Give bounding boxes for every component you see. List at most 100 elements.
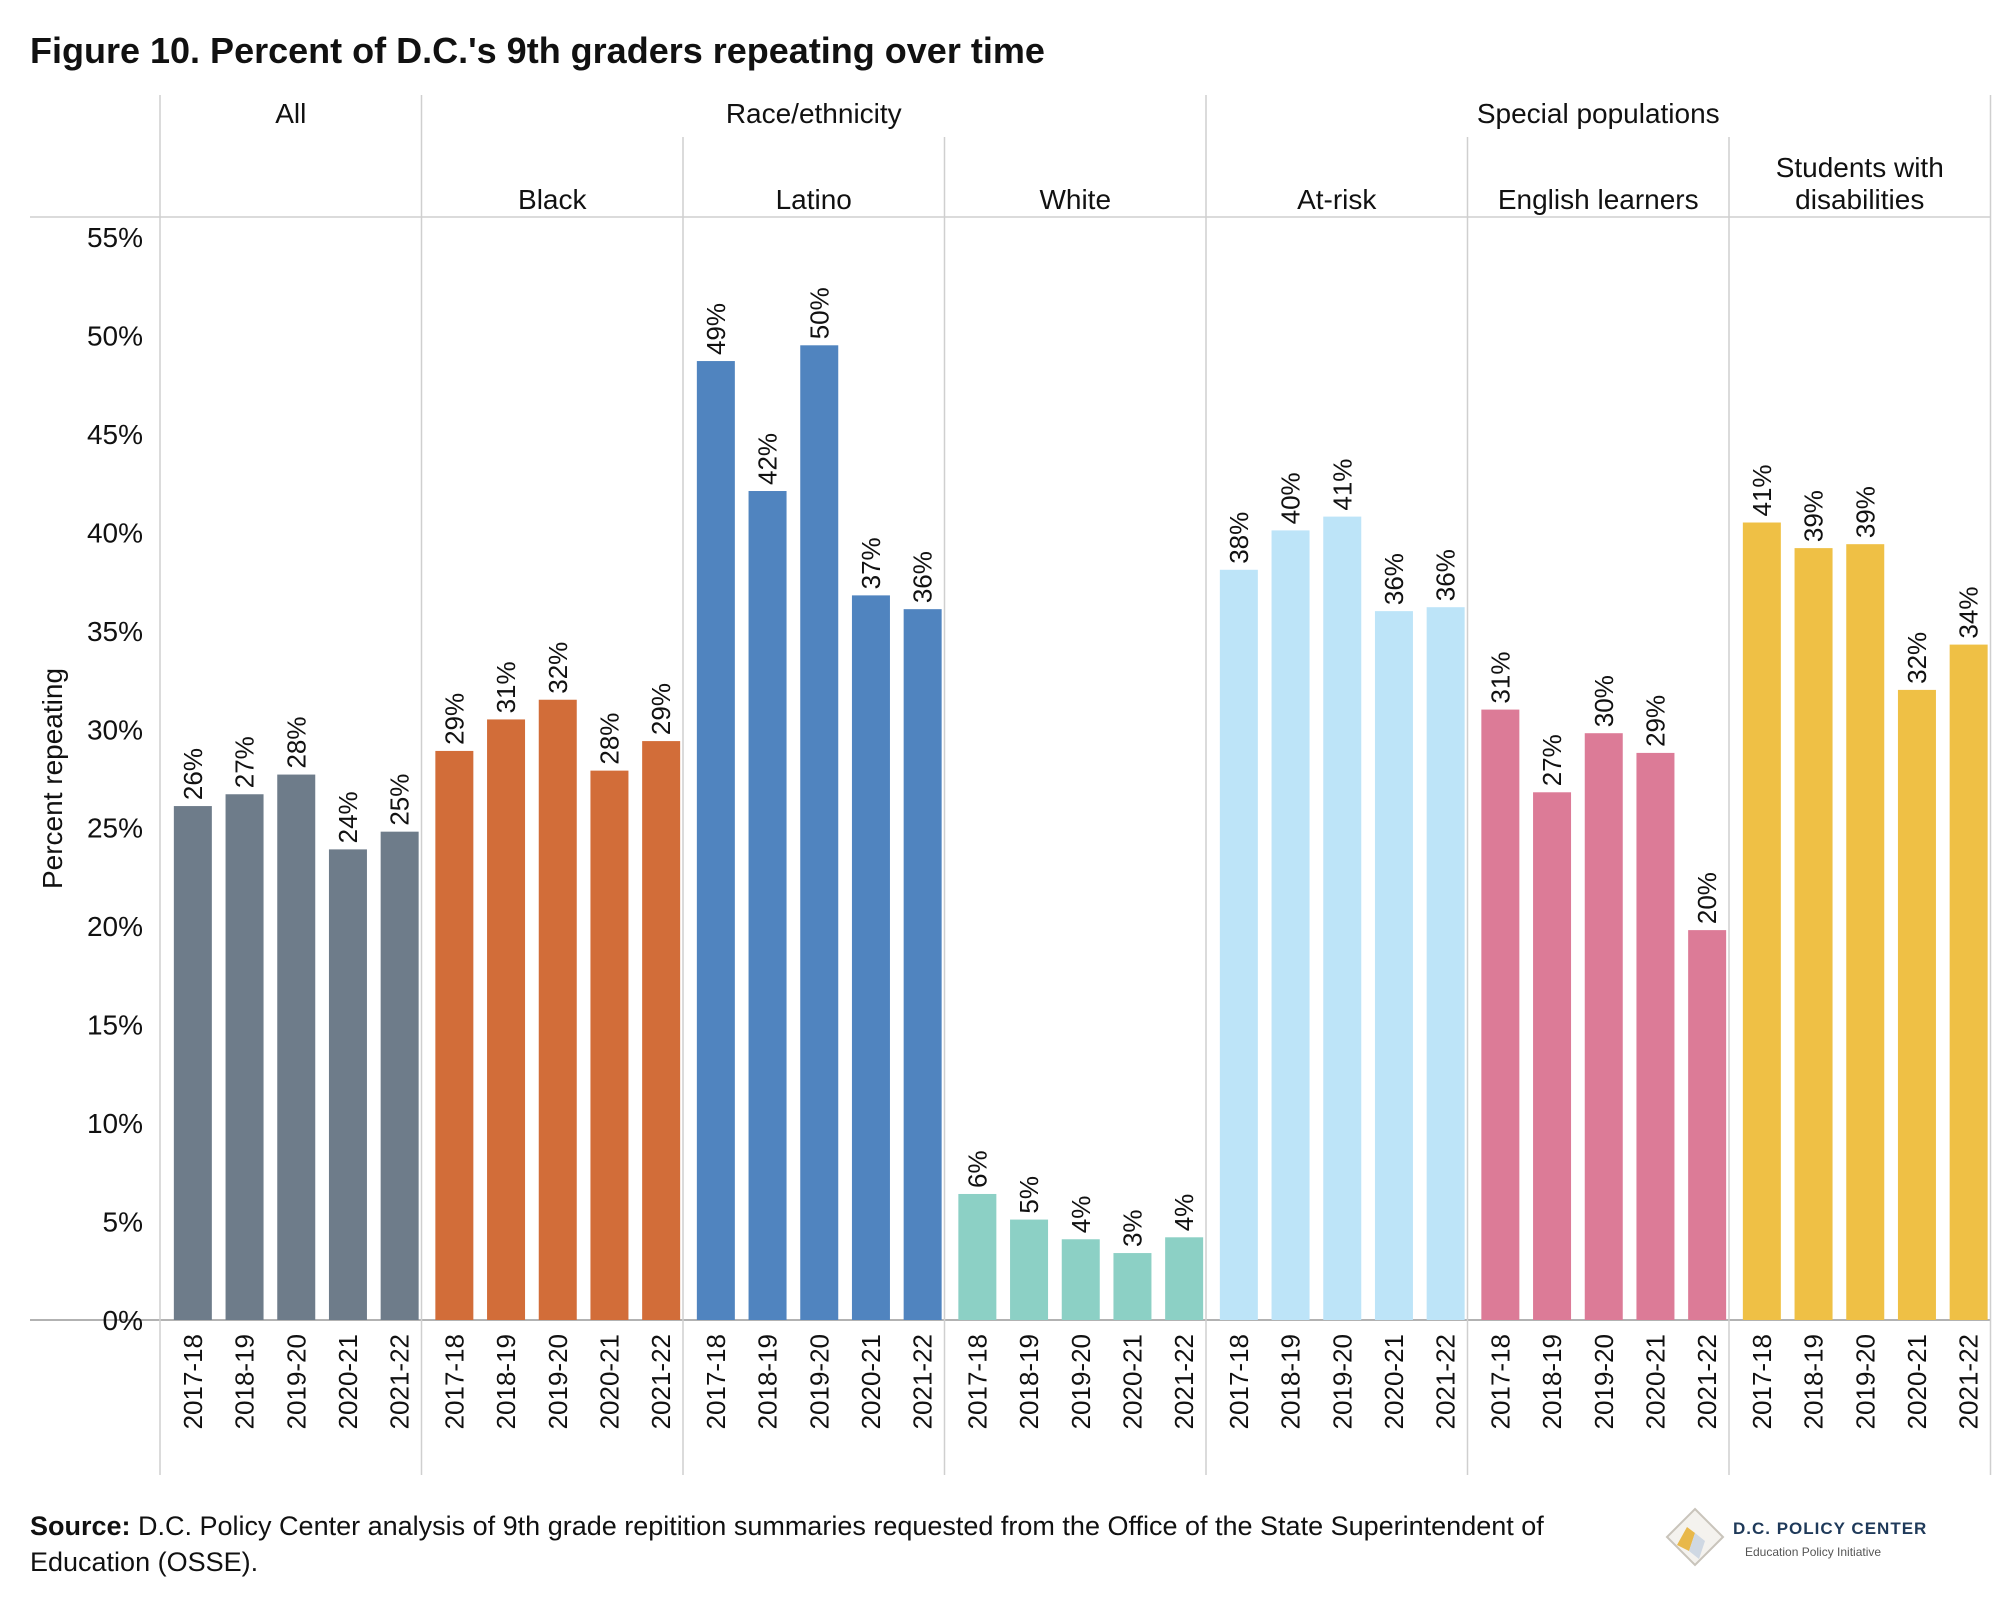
bar: [1897, 689, 1936, 1320]
panel-title: Latino: [776, 184, 852, 215]
bar: [487, 719, 526, 1320]
x-tick-label: 2019-20: [1327, 1334, 1357, 1429]
data-label: 6%: [962, 1150, 992, 1188]
bar: [1010, 1219, 1049, 1320]
y-tick-label: 45%: [87, 419, 143, 450]
x-tick-label: 2021-22: [908, 1334, 938, 1429]
x-tick-label: 2017-18: [439, 1334, 469, 1429]
panel-title: disabilities: [1795, 184, 1924, 215]
x-tick-label: 2021-22: [1169, 1334, 1199, 1429]
x-tick-label: 2020-21: [1640, 1334, 1670, 1429]
bar: [1323, 516, 1362, 1320]
panel-title: Students with: [1776, 152, 1944, 183]
data-label: 38%: [1224, 512, 1254, 564]
bar: [225, 794, 264, 1320]
data-label: 49%: [701, 303, 731, 355]
data-label: 42%: [753, 433, 783, 485]
bar: [1061, 1239, 1100, 1320]
bar: [173, 806, 212, 1320]
data-label: 34%: [1954, 587, 1984, 639]
x-tick-label: 2019-20: [1589, 1334, 1619, 1429]
x-tick-label: 2018-19: [1276, 1334, 1306, 1429]
source-text: D.C. Policy Center analysis of 9th grade…: [30, 1511, 1544, 1577]
bar: [328, 849, 367, 1320]
bar: [1374, 611, 1413, 1320]
bar: [1426, 607, 1465, 1320]
bar: [696, 361, 735, 1320]
x-tick-label: 2021-22: [1692, 1334, 1722, 1429]
x-tick-label: 2017-18: [1224, 1334, 1254, 1429]
x-tick-label: 2018-19: [1014, 1334, 1044, 1429]
data-label: 32%: [543, 642, 573, 694]
y-tick-label: 35%: [87, 616, 143, 647]
y-tick-label: 5%: [103, 1207, 143, 1238]
data-label: 28%: [281, 717, 311, 769]
data-label: 26%: [178, 748, 208, 800]
data-label: 5%: [1014, 1176, 1044, 1214]
logo-name: D.C. POLICY CENTER: [1733, 1519, 1928, 1538]
x-tick-label: 2020-21: [594, 1334, 624, 1429]
x-tick-label: 2020-21: [1379, 1334, 1409, 1429]
bar: [800, 345, 839, 1320]
x-tick-label: 2018-19: [753, 1334, 783, 1429]
data-label: 24%: [333, 791, 363, 843]
data-label: 36%: [908, 551, 938, 603]
bar: [903, 609, 942, 1320]
bar: [748, 491, 787, 1321]
bar: [1533, 792, 1572, 1320]
bar: [1688, 930, 1727, 1320]
panel-title: White: [1039, 184, 1111, 215]
y-tick-label: 20%: [87, 911, 143, 942]
x-tick-label: 2020-21: [1117, 1334, 1147, 1429]
bar: [1481, 709, 1520, 1320]
chart: All Race/ethnicity Special populations 0% 5%…: [30, 95, 1992, 1475]
x-tick-label: 2019-20: [1066, 1334, 1096, 1429]
data-label: 3%: [1117, 1209, 1147, 1247]
x-tick-label: 2021-22: [1954, 1334, 1984, 1429]
data-label: 25%: [385, 774, 415, 826]
y-tick-label: 30%: [87, 714, 143, 745]
bar: [1742, 522, 1781, 1320]
x-tick-label: 2021-22: [646, 1334, 676, 1429]
source-label: Source:: [30, 1511, 131, 1541]
dc-map-logo-icon: [1665, 1507, 1725, 1567]
data-label: 29%: [1640, 695, 1670, 747]
y-tick-label: 40%: [87, 517, 143, 548]
y-tick-label: 0%: [103, 1305, 143, 1336]
y-tick-label: 55%: [87, 222, 143, 253]
data-label: 27%: [1537, 734, 1567, 786]
data-label: 50%: [804, 287, 834, 339]
chart-title: Figure 10. Percent of D.C.'s 9th graders…: [30, 30, 1045, 71]
data-label: 31%: [491, 661, 521, 713]
data-label: 37%: [856, 537, 886, 589]
bar: [1949, 644, 1988, 1320]
data-label: 36%: [1431, 549, 1461, 601]
y-tick-label: 50%: [87, 320, 143, 351]
group-header-label: All: [275, 98, 306, 129]
data-label: 41%: [1327, 459, 1357, 511]
data-label: 40%: [1276, 472, 1306, 524]
x-tick-label: 2017-18: [178, 1334, 208, 1429]
x-tick-label: 2018-19: [230, 1334, 260, 1429]
bar: [1584, 733, 1623, 1320]
data-label: 30%: [1589, 675, 1619, 727]
x-tick-label: 2021-22: [1431, 1334, 1461, 1429]
x-tick-label: 2020-21: [1902, 1334, 1932, 1429]
x-tick-label: 2017-18: [701, 1334, 731, 1429]
bar: [590, 770, 629, 1320]
y-axis-label: Percent repeating: [37, 668, 68, 889]
bar: [1219, 569, 1258, 1320]
x-tick-label: 2020-21: [856, 1334, 886, 1429]
x-tick-label: 2017-18: [1485, 1334, 1515, 1429]
data-label: 4%: [1066, 1196, 1096, 1234]
data-label: 4%: [1169, 1194, 1199, 1232]
data-label: 31%: [1485, 652, 1515, 704]
bar: [958, 1193, 997, 1320]
x-tick-label: 2018-19: [491, 1334, 521, 1429]
bar: [1794, 548, 1833, 1320]
group-header-label: Race/ethnicity: [726, 98, 902, 129]
bar: [1113, 1253, 1152, 1320]
x-tick-label: 2017-18: [1747, 1334, 1777, 1429]
bar: [277, 774, 316, 1320]
x-tick-label: 2017-18: [962, 1334, 992, 1429]
